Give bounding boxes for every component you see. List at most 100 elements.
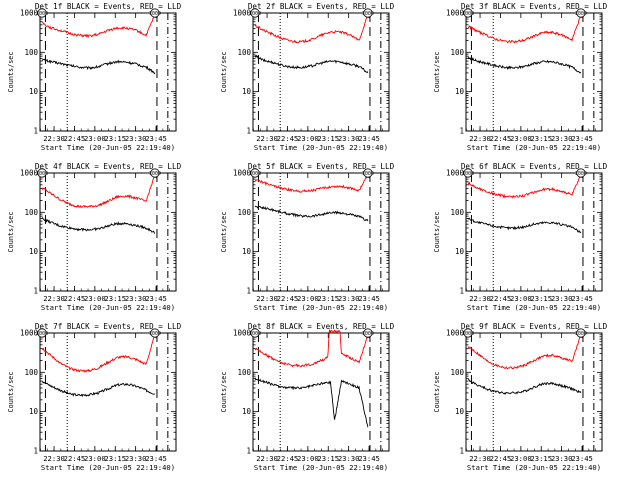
x-tick-label: 23:30 (551, 294, 573, 303)
x-axis-label: Start Time (20-Jun-05 22:19:40) (467, 303, 601, 312)
y-tick-label: 1 (246, 287, 251, 296)
y-tick-label: 1 (459, 447, 464, 456)
y-axis-label: Counts/sec (220, 372, 228, 413)
x-tick-label: 23:00 (84, 134, 106, 143)
panel-title: Det 1f BLACK = Events, RED = LLD (35, 2, 182, 11)
plot-frame (39, 172, 177, 292)
x-tick-label: 23:00 (297, 134, 319, 143)
lld-series-line (467, 174, 582, 199)
x-tick-label: 22:45 (490, 134, 512, 143)
plot-frame (465, 172, 603, 292)
x-tick-label: 23:00 (297, 454, 319, 463)
x-tick-label: 23:45 (145, 454, 167, 463)
x-tick-label: 23:15 (530, 134, 552, 143)
y-tick-label: 10 (29, 247, 39, 256)
events-series-line (41, 381, 155, 398)
x-tick-label: 22:30 (256, 134, 278, 143)
events-series-line (254, 54, 369, 74)
x-tick-label: 23:45 (358, 454, 380, 463)
y-tick-label: 100 (237, 48, 251, 57)
y-tick-label: 10 (242, 407, 252, 416)
y-tick-label: 10 (29, 87, 39, 96)
y-axis-label: Counts/sec (220, 52, 228, 93)
y-tick-label: 1 (33, 447, 38, 456)
x-tick-label: 23:00 (297, 294, 319, 303)
x-tick-label: 22:30 (256, 454, 278, 463)
events-series-line (41, 58, 156, 75)
y-tick-label: 1000 (233, 169, 252, 178)
y-axis-label: Counts/sec (220, 212, 228, 253)
panel-title: Det 4f BLACK = Events, RED = LLD (35, 162, 182, 171)
saturation-marker-label: 1000 (36, 171, 48, 177)
x-tick-label: 23:15 (104, 294, 126, 303)
y-tick-label: 1 (33, 287, 38, 296)
x-axis-label: Start Time (20-Jun-05 22:19:40) (254, 303, 388, 312)
saturation-marker-label: 1000 (249, 171, 261, 177)
y-tick-label: 1000 (446, 9, 465, 18)
lld-series-line (254, 174, 369, 193)
saturation-marker-label: 1000 (36, 11, 48, 17)
x-tick-label: 22:45 (490, 454, 512, 463)
x-tick-label: 23:30 (125, 294, 147, 303)
saturation-marker-label: 1000 (149, 171, 161, 177)
x-tick-label: 22:45 (64, 454, 86, 463)
panel-title: Det 9f BLACK = Events, RED = LLD (461, 322, 608, 331)
y-tick-label: 1000 (20, 9, 39, 18)
y-tick-label: 1 (33, 127, 38, 136)
detector-panel-9: Det 9f BLACK = Events, RED = LLD 1 10 100 10… (433, 322, 608, 472)
x-tick-label: 23:15 (317, 454, 339, 463)
lld-series-line (467, 334, 582, 370)
x-axis-label: Start Time (20-Jun-05 22:19:40) (467, 143, 601, 152)
saturation-marker (363, 328, 373, 338)
x-tick-label: 23:30 (551, 454, 573, 463)
x-axis-label: Start Time (20-Jun-05 22:19:40) (41, 463, 175, 472)
y-tick-label: 1000 (233, 329, 252, 338)
panel-title: Det 3f BLACK = Events, RED = LLD (461, 2, 608, 11)
x-tick-label: 22:45 (277, 454, 299, 463)
x-tick-label: 23:30 (551, 134, 573, 143)
lld-series-line (467, 14, 582, 44)
detector-panel-5: Det 5f BLACK = Events, RED = LLD 1 10 100 10… (220, 162, 395, 312)
x-tick-label: 22:30 (256, 294, 278, 303)
y-tick-label: 10 (455, 247, 465, 256)
x-tick-label: 22:30 (469, 134, 491, 143)
x-tick-label: 23:15 (530, 454, 552, 463)
x-tick-label: 23:45 (358, 134, 380, 143)
saturation-marker-label: 1000 (362, 331, 374, 337)
events-series-line (467, 378, 582, 395)
x-tick-label: 23:45 (571, 134, 593, 143)
x-tick-label: 23:45 (571, 294, 593, 303)
x-tick-label: 23:45 (145, 294, 167, 303)
x-tick-label: 23:00 (84, 294, 106, 303)
saturation-marker-label: 1000 (362, 171, 374, 177)
saturation-marker (576, 8, 586, 18)
y-axis-label: Counts/sec (433, 372, 441, 413)
saturation-marker-label: 1000 (462, 171, 474, 177)
y-axis-label: Counts/sec (7, 212, 15, 253)
y-tick-label: 100 (237, 368, 251, 377)
panel-title: Det 7f BLACK = Events, RED = LLD (35, 322, 182, 331)
x-axis-label: Start Time (20-Jun-05 22:19:40) (254, 463, 388, 472)
detector-panel-7: Det 7f BLACK = Events, RED = LLD 1 10 100 10… (7, 322, 182, 472)
saturation-marker-label: 1000 (575, 11, 587, 17)
saturation-marker (363, 8, 373, 18)
y-axis-label: Counts/sec (433, 52, 441, 93)
saturation-marker (363, 168, 373, 178)
saturation-marker (463, 8, 473, 18)
y-tick-label: 10 (242, 87, 252, 96)
x-tick-label: 23:30 (338, 134, 360, 143)
y-tick-label: 1 (459, 127, 464, 136)
lld-series-line (254, 14, 369, 44)
saturation-marker-label: 1000 (249, 331, 261, 337)
x-tick-label: 23:15 (104, 134, 126, 143)
x-tick-label: 22:30 (43, 454, 65, 463)
x-tick-label: 22:30 (469, 294, 491, 303)
detector-panel-8: Det 8f BLACK = Events, RED = LLD 1 10 100 10… (220, 322, 395, 472)
x-tick-label: 22:45 (490, 294, 512, 303)
lld-series-line (41, 14, 156, 39)
x-tick-label: 23:15 (317, 294, 339, 303)
x-tick-label: 23:15 (104, 454, 126, 463)
x-axis-label: Start Time (20-Jun-05 22:19:40) (41, 303, 175, 312)
y-tick-label: 10 (242, 247, 252, 256)
saturation-marker (463, 168, 473, 178)
